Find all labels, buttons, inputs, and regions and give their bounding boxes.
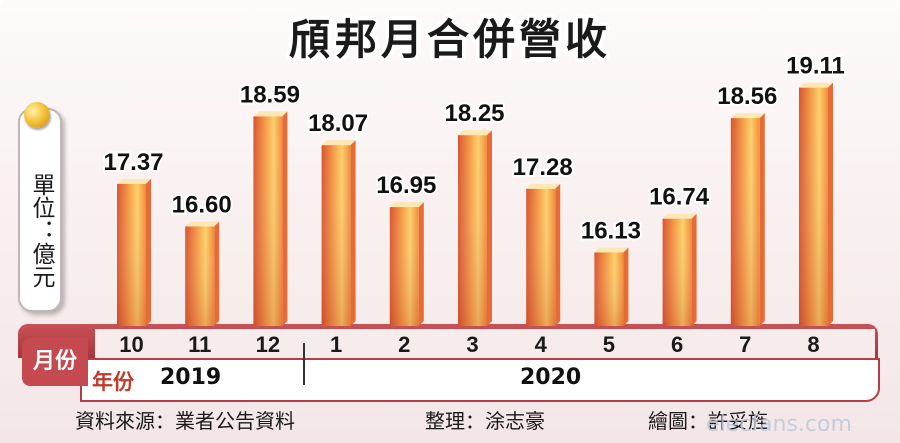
month-tick-10: 10 bbox=[119, 332, 143, 357]
bar-shade-7 bbox=[730, 118, 760, 327]
bar-side-11 bbox=[214, 221, 220, 326]
chart-title: 頎邦月合併營收 bbox=[288, 15, 611, 64]
bar-value-label-4: 17.28 bbox=[513, 154, 573, 181]
year-2020-label: 2020 bbox=[520, 365, 582, 390]
bar-side-10 bbox=[146, 178, 151, 326]
bar-shade-6 bbox=[662, 218, 692, 326]
bar-value-label-7: 18.56 bbox=[717, 83, 777, 110]
bar-shade-8 bbox=[799, 87, 828, 326]
unit-label: 單位：億元 bbox=[28, 172, 54, 288]
bar-top-7 bbox=[730, 113, 765, 119]
bar-shade-11 bbox=[185, 226, 215, 326]
bar-shade-2 bbox=[389, 207, 419, 326]
bar-side-6 bbox=[691, 213, 697, 326]
bar-top-12 bbox=[253, 111, 288, 117]
bar-top-3 bbox=[458, 130, 492, 136]
month-axis-label: 月份 bbox=[22, 338, 88, 386]
footer-artist: 繪圖：許妥旌 bbox=[648, 409, 768, 433]
bar-side-7 bbox=[759, 113, 765, 327]
bar-top-8 bbox=[799, 82, 833, 88]
month-tick-8: 8 bbox=[807, 332, 819, 357]
bar-side-2 bbox=[418, 202, 424, 326]
bar-top-2 bbox=[389, 202, 424, 208]
month-tick-4: 4 bbox=[535, 332, 548, 357]
bar-side-3 bbox=[487, 130, 492, 326]
bar-value-label-1: 18.07 bbox=[308, 110, 368, 137]
bar-value-label-2: 16.95 bbox=[376, 172, 436, 199]
bar-top-10 bbox=[117, 178, 151, 184]
bar-value-label-5: 16.13 bbox=[581, 217, 641, 244]
year-divider bbox=[303, 343, 305, 385]
bar-value-label-10: 17.37 bbox=[103, 149, 163, 176]
month-tick-12: 12 bbox=[256, 332, 280, 357]
watermark: elecfans.com bbox=[706, 412, 852, 437]
month-tick-5: 5 bbox=[603, 332, 615, 357]
month-tick-1: 1 bbox=[330, 332, 342, 357]
bar-top-4 bbox=[526, 183, 561, 189]
bar-side-12 bbox=[282, 111, 288, 327]
year-axis-label: 年份 bbox=[92, 370, 134, 394]
bar-shade-4 bbox=[526, 188, 556, 326]
bar-value-label-11: 16.60 bbox=[172, 191, 232, 218]
footer-editor: 整理：涂志豪 bbox=[425, 409, 545, 433]
bar-side-1 bbox=[350, 140, 356, 326]
bar-side-5 bbox=[623, 247, 629, 326]
month-ribbon-inner bbox=[95, 329, 875, 359]
bar-side-8 bbox=[828, 82, 833, 326]
bar-top-5 bbox=[594, 247, 629, 253]
bar-side-4 bbox=[555, 183, 561, 326]
bar-value-label-12: 18.59 bbox=[240, 81, 300, 108]
month-tick-3: 3 bbox=[466, 332, 478, 357]
year-2019-label: 2019 bbox=[160, 365, 222, 390]
bar-value-label-3: 18.25 bbox=[444, 100, 504, 127]
bar-shade-12 bbox=[253, 116, 283, 327]
bar-top-11 bbox=[185, 221, 220, 227]
bar-shade-5 bbox=[594, 252, 624, 326]
bar-top-1 bbox=[321, 140, 356, 146]
year-strip bbox=[80, 358, 880, 402]
bar-value-label-6: 16.74 bbox=[649, 184, 710, 211]
bar-shade-1 bbox=[321, 145, 351, 326]
unit-card: 單位：億元 bbox=[18, 108, 62, 312]
bar-top-6 bbox=[662, 213, 697, 219]
month-tick-6: 6 bbox=[671, 332, 683, 357]
pushpin-icon bbox=[24, 102, 50, 128]
footer-source: 資料來源：業者公告資料 bbox=[75, 409, 295, 433]
month-tick-7: 7 bbox=[739, 332, 751, 357]
bar-shade-3 bbox=[458, 135, 487, 326]
month-tick-2: 2 bbox=[398, 332, 410, 357]
bar-value-label-8: 19.11 bbox=[786, 53, 845, 80]
month-tick-11: 11 bbox=[188, 332, 211, 357]
bar-shade-10 bbox=[117, 183, 146, 326]
